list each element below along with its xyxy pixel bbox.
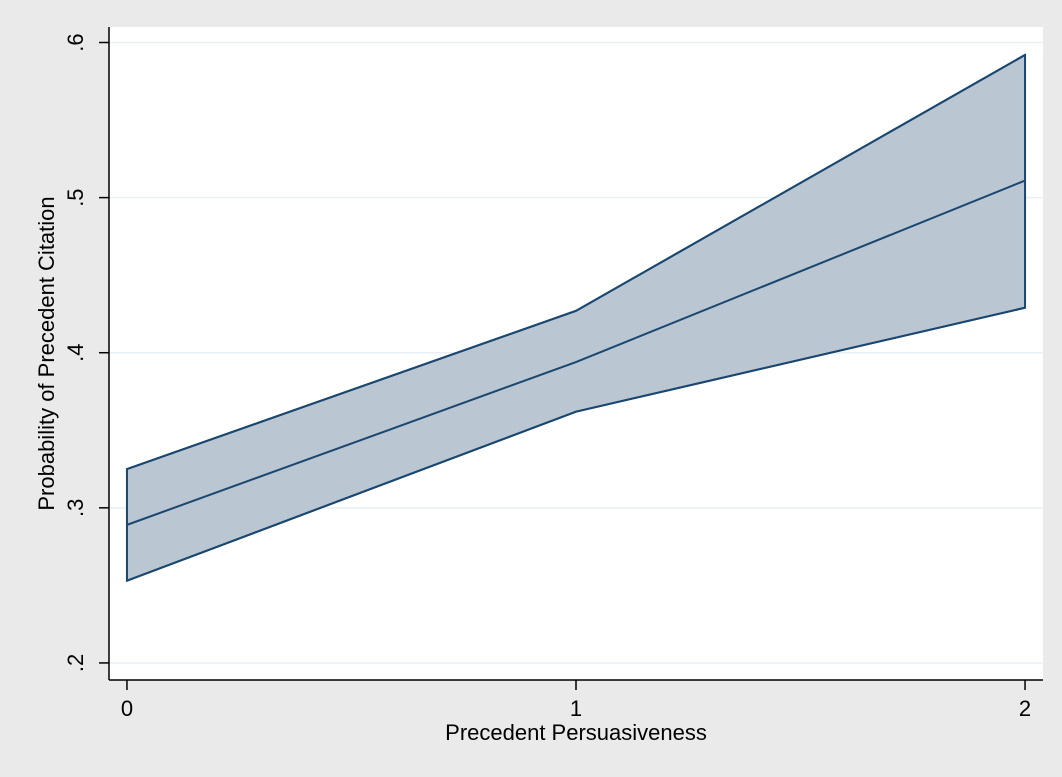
y-tick-label-4: .6 <box>63 33 88 51</box>
y-tick-label-3: .5 <box>63 188 88 206</box>
x-tick-label-0: 0 <box>121 696 133 721</box>
x-axis-title: Precedent Persuasiveness <box>445 720 707 745</box>
series-lines <box>126 54 1026 582</box>
y-tick-label-2: .4 <box>63 344 88 362</box>
y-tick-label-1: .3 <box>63 499 88 517</box>
y-tick-label-0: .2 <box>63 654 88 672</box>
series-line-confidence-interval-lower <box>126 306 1026 582</box>
y-axis-ticks: .2 .3 .4 .5 .6 <box>63 33 109 672</box>
x-axis-ticks: 0 1 2 <box>121 680 1031 721</box>
x-tick-label-2: 2 <box>1019 696 1031 721</box>
y-axis-title: Probability of Precedent Citation <box>34 196 59 510</box>
x-tick-label-1: 1 <box>570 696 582 721</box>
series-line-point-estimate <box>126 179 1026 526</box>
series-line-confidence-interval-upper <box>126 54 1026 470</box>
